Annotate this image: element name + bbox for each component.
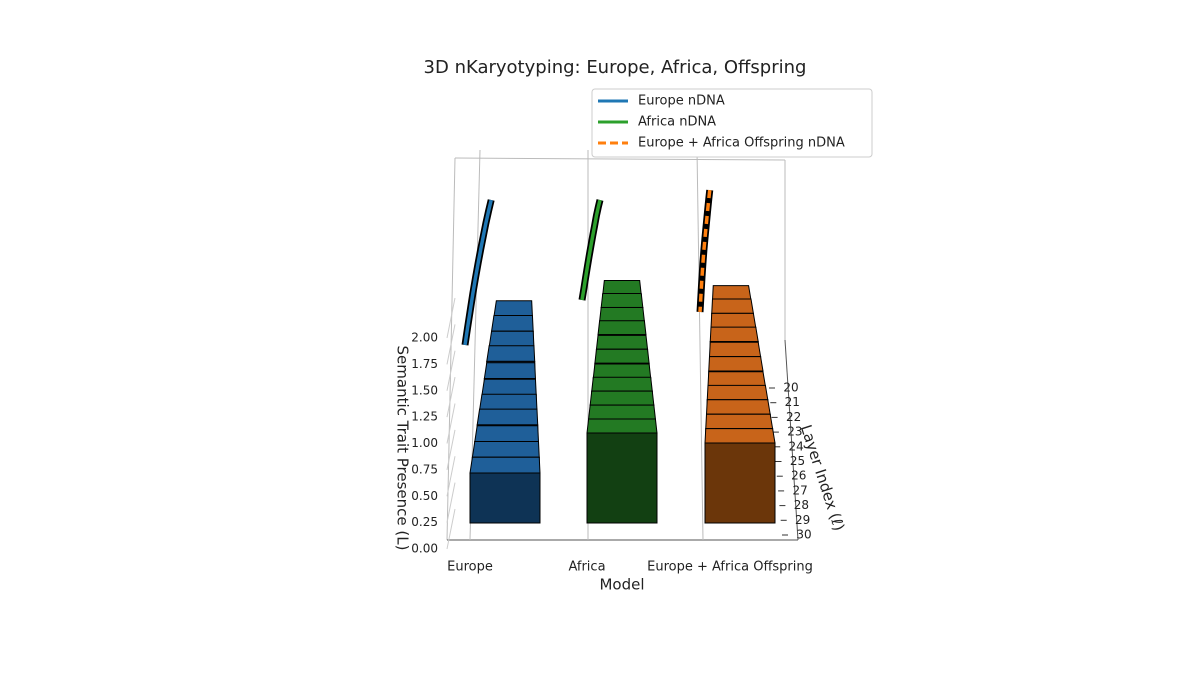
legend-label: Africa nDNA [638,115,716,130]
bar-front [704,442,776,524]
y-tick-label: 28 [794,498,809,512]
bar [586,418,658,524]
bar-front [586,432,658,524]
x-tick-label: Europe + Africa Offspring [647,560,813,575]
bar-top [705,413,774,430]
legend-label: Europe nDNA [638,94,725,109]
z-tick-label: 1.00 [411,436,438,450]
bar-top [586,418,658,434]
z-tick-label: 1.25 [411,410,438,424]
y-tick-label: 20 [783,381,798,395]
line-stroke [698,189,712,313]
bar-top [602,280,642,296]
z-tick-label: 0.75 [411,462,438,476]
bar-front [469,472,541,524]
grid-line [446,350,456,391]
bar-top [476,408,539,426]
grid-line [446,377,456,418]
bar-top [599,306,645,322]
bar-top [594,348,650,364]
chart-title: 3D nKaryotyping: Europe, Africa, Offspri… [424,57,807,78]
bar-top [600,293,644,308]
y-tick-label: 30 [796,528,811,542]
z-tick-label: 2.00 [411,331,438,345]
bar-top [592,363,652,379]
z-tick-label: 0.25 [411,515,438,529]
grid-line [446,297,456,339]
bar-top [591,376,653,392]
line [578,199,604,301]
bar-top [595,334,649,350]
bar-top [478,393,538,411]
bar [469,456,541,524]
x-axis-label: Model [599,576,644,594]
grid-line [446,482,456,523]
bar-top [471,441,540,458]
y-tick-label: 27 [792,483,807,497]
bar-top [704,428,776,444]
grid-line [446,508,456,550]
bar-top [488,330,535,348]
bar-top [708,341,762,358]
y-tick-label: 25 [790,454,805,468]
bar-top [708,356,764,372]
y-tick-label: 22 [786,410,801,424]
bar-top [493,300,533,318]
z-axis-label: Semantic Trait Presence (L) [394,346,412,551]
y-tick-label: 23 [787,425,802,439]
bar-top [706,384,769,401]
bar-top [705,399,771,415]
legend-label: Europe + Africa Offspring nDNA [638,136,845,151]
z-tick-label: 1.75 [411,357,438,371]
bar-top [474,425,540,442]
z-tick-label: 1.50 [411,383,438,397]
x-tick-label: Europe [447,560,493,575]
x-tick-label: Africa [568,560,605,575]
bar-top [483,362,536,379]
bar-top [710,312,757,329]
bar-top [589,390,655,406]
bar-top [486,345,536,362]
grid-line [446,456,456,497]
y-tick-label: 29 [795,513,810,527]
line [461,199,495,346]
line-stroke [463,199,493,346]
legend: Europe nDNA Africa nDNA Europe + Africa Of… [591,88,873,158]
bar-top [490,315,534,332]
line [696,189,714,313]
y-tick-label: 26 [791,469,806,483]
legend-box [591,88,873,158]
line-stroke [580,199,602,301]
y-tick-label: 21 [785,395,800,409]
bar-top [711,298,754,314]
bar-top [597,320,647,336]
bar [704,428,776,524]
grid-line [446,324,456,365]
bar-top [588,404,656,420]
bar-top [709,326,759,343]
grid-line [446,429,456,470]
bar-top [707,371,766,387]
bar-top [481,378,537,396]
z-tick-label: 0.50 [411,489,438,503]
grid-line [446,403,456,444]
bar-top [469,456,541,474]
z-tick-label: 0.00 [411,542,438,556]
y-tick-label: 24 [789,439,804,453]
bar-top [711,285,752,301]
